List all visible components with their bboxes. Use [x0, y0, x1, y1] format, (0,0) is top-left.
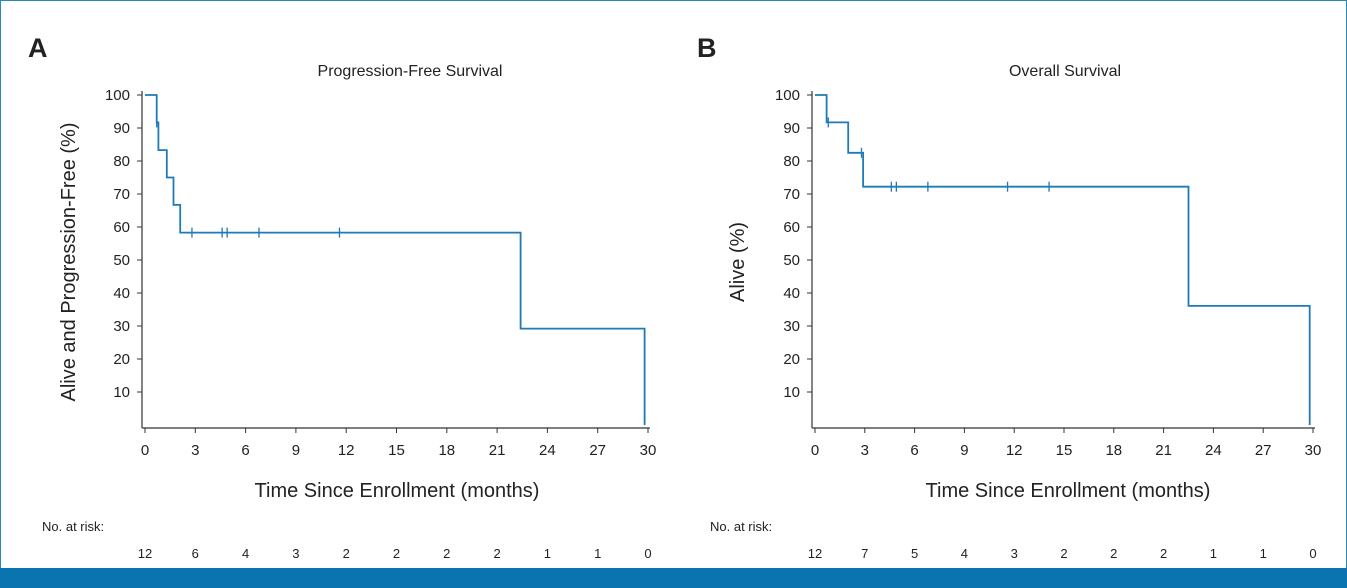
risk-table-value: 6: [192, 546, 199, 561]
risk-table-value: 12: [808, 546, 822, 561]
risk-table-value: 4: [242, 546, 249, 561]
x-tick-label: 24: [539, 442, 556, 459]
y-tick-label: 20: [113, 351, 130, 368]
y-tick-label: 10: [113, 384, 130, 401]
x-tick-label: 9: [960, 442, 968, 459]
risk-table-value: 1: [544, 546, 551, 561]
x-tick-label: 12: [1006, 442, 1023, 459]
y-tick-label: 10: [783, 384, 800, 401]
y-tick-label: 60: [113, 219, 130, 236]
x-tick-label: 0: [811, 442, 819, 459]
risk-table-value: 2: [493, 546, 500, 561]
risk-table-value: 2: [443, 546, 450, 561]
chart-title: Progression-Free Survival: [318, 63, 503, 80]
x-axis-label: Time Since Enrollment (months): [255, 480, 540, 502]
risk-table-label: No. at risk:: [710, 519, 772, 534]
risk-table-value: 7: [861, 546, 868, 561]
y-tick-label: 30: [783, 318, 800, 335]
y-tick-label: 40: [113, 285, 130, 302]
y-tick-label: 90: [113, 120, 130, 137]
x-tick-label: 9: [292, 442, 300, 459]
risk-table-value: 0: [644, 546, 651, 561]
y-tick-label: 80: [783, 153, 800, 170]
y-tick-label: 100: [105, 87, 130, 104]
x-tick-label: 3: [191, 442, 199, 459]
x-tick-label: 12: [338, 442, 355, 459]
x-tick-label: 6: [910, 442, 918, 459]
survival-curve: [815, 94, 1311, 425]
x-tick-label: 0: [141, 442, 149, 459]
x-tick-label: 18: [438, 442, 455, 459]
risk-table-value: 2: [343, 546, 350, 561]
risk-table-value: 4: [961, 546, 968, 561]
risk-table-value: 2: [1160, 546, 1167, 561]
risk-table-value: 1: [1260, 546, 1267, 561]
risk-table-value: 1: [1210, 546, 1217, 561]
y-tick-label: 30: [113, 318, 130, 335]
risk-table-value: 3: [1011, 546, 1018, 561]
x-tick-label: 30: [640, 442, 657, 459]
x-tick-label: 21: [489, 442, 506, 459]
risk-table-value: 5: [911, 546, 918, 561]
risk-table-value: 2: [1060, 546, 1067, 561]
x-tick-label: 18: [1105, 442, 1122, 459]
x-tick-label: 15: [388, 442, 405, 459]
y-tick-label: 70: [113, 186, 130, 203]
y-tick-label: 50: [783, 252, 800, 269]
risk-table-value: 2: [393, 546, 400, 561]
risk-table-value: 0: [1309, 546, 1316, 561]
figure-bottom-bar: [0, 568, 1347, 588]
x-tick-label: 27: [1255, 442, 1272, 459]
risk-table-label: No. at risk:: [42, 519, 104, 534]
y-tick-label: 20: [783, 351, 800, 368]
x-tick-label: 15: [1056, 442, 1073, 459]
y-tick-label: 80: [113, 153, 130, 170]
y-tick-label: 90: [783, 120, 800, 137]
risk-table-value: 1: [594, 546, 601, 561]
panel-label: A: [28, 33, 48, 63]
y-tick-label: 60: [783, 219, 800, 236]
panel-label: B: [697, 33, 717, 63]
y-tick-label: 50: [113, 252, 130, 269]
y-tick-label: 100: [775, 87, 800, 104]
chart-title: Overall Survival: [1009, 63, 1121, 80]
risk-table-value: 3: [292, 546, 299, 561]
survival-curve: [145, 94, 646, 425]
x-tick-label: 27: [589, 442, 606, 459]
y-tick-label: 40: [783, 285, 800, 302]
risk-table-value: 2: [1110, 546, 1117, 561]
x-axis-label: Time Since Enrollment (months): [926, 480, 1211, 502]
y-tick-label: 70: [783, 186, 800, 203]
y-axis-label: Alive (%): [727, 222, 749, 302]
risk-table-value: 12: [138, 546, 152, 561]
x-tick-label: 24: [1205, 442, 1222, 459]
x-tick-label: 3: [861, 442, 869, 459]
x-tick-label: 30: [1305, 442, 1322, 459]
y-axis-label: Alive and Progression-Free (%): [58, 123, 80, 402]
x-tick-label: 21: [1155, 442, 1172, 459]
x-tick-label: 6: [241, 442, 249, 459]
